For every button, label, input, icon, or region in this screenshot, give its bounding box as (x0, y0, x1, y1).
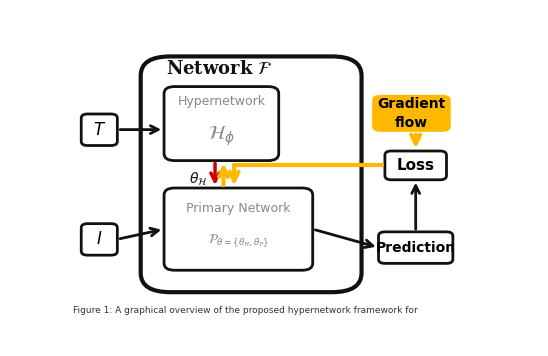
Text: Network $\mathcal{F}$: Network $\mathcal{F}$ (166, 60, 273, 78)
FancyBboxPatch shape (379, 232, 453, 263)
Text: Prediction: Prediction (375, 241, 456, 255)
Text: $I$: $I$ (96, 230, 102, 248)
FancyBboxPatch shape (164, 87, 279, 161)
Text: $\theta_{\mathcal{H}}$: $\theta_{\mathcal{H}}$ (189, 171, 207, 188)
Text: $\mathcal{H}_{\phi}$: $\mathcal{H}_{\phi}$ (208, 124, 235, 148)
Text: Loss: Loss (397, 158, 435, 173)
Text: Gradient
flow: Gradient flow (378, 97, 446, 130)
Text: Figure 1: A graphical overview of the proposed hypernetwork framework for: Figure 1: A graphical overview of the pr… (73, 307, 418, 315)
FancyBboxPatch shape (141, 57, 362, 292)
Text: $\mathcal{P}_{\theta=\{\theta_{\mathcal{H}},\theta_{\mathcal{P}}\}}$: $\mathcal{P}_{\theta=\{\theta_{\mathcal{… (208, 233, 269, 250)
FancyBboxPatch shape (385, 151, 447, 180)
FancyBboxPatch shape (81, 224, 117, 255)
FancyBboxPatch shape (164, 188, 313, 270)
FancyBboxPatch shape (372, 95, 450, 132)
FancyBboxPatch shape (81, 114, 117, 146)
Text: Primary Network: Primary Network (186, 202, 290, 215)
Text: $T$: $T$ (93, 121, 106, 139)
Text: Hypernetwork: Hypernetwork (178, 95, 265, 108)
